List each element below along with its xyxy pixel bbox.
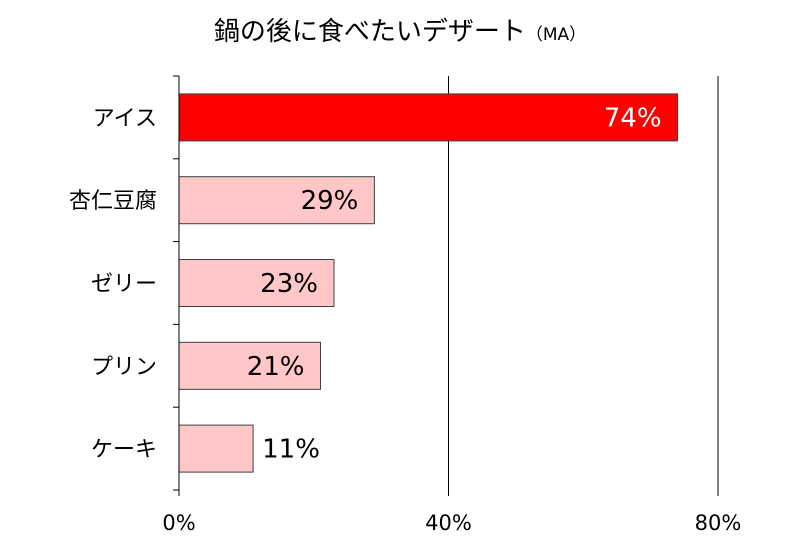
category-label: ゼリー xyxy=(91,272,157,297)
chart-title-main: 鍋の後に食べたいデザート xyxy=(214,17,526,47)
data-label: 74% xyxy=(604,103,662,133)
x-tick-label: 0% xyxy=(162,511,195,535)
bars xyxy=(178,93,679,473)
category-label: アイス xyxy=(93,106,157,131)
data-label: 21% xyxy=(247,352,305,382)
category-label: プリン xyxy=(91,355,157,380)
data-label: 11% xyxy=(262,435,320,465)
chart-title: 鍋の後に食べたいデザート（MA） xyxy=(214,17,586,47)
category-label: 杏仁豆腐 xyxy=(69,189,157,214)
bar xyxy=(178,176,375,225)
x-tick-label: 80% xyxy=(695,511,742,535)
data-label: 23% xyxy=(260,269,318,299)
gridlines xyxy=(448,76,719,490)
axes xyxy=(173,75,719,496)
data-label: 29% xyxy=(301,186,359,216)
x-tick-label: 40% xyxy=(425,511,472,535)
category-label: ケーキ xyxy=(91,438,157,463)
bar xyxy=(178,424,254,473)
chart-title-suffix: （MA） xyxy=(526,25,586,45)
